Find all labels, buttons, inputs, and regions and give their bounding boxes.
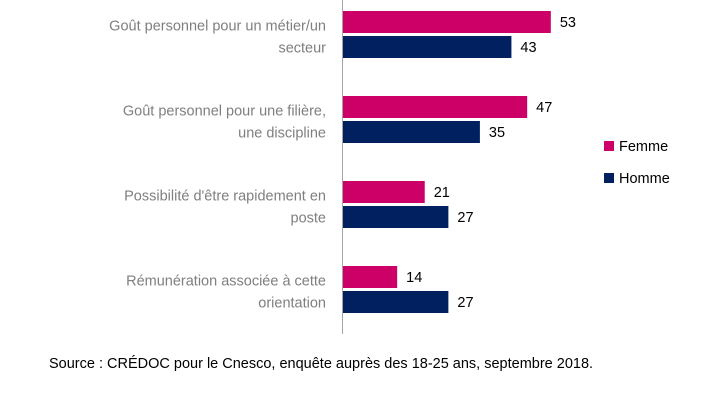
category-labels: Goût personnel pour un métier/un secteurG…: [109, 19, 326, 312]
category-label-line: une discipline: [238, 126, 326, 142]
data-label-femme-0: 53: [560, 15, 576, 31]
category-label-line: Rémunération associée à cette: [126, 274, 326, 290]
legend-swatch-femme: [604, 141, 614, 151]
category-label: Goût personnel pour une filière, une disc…: [123, 104, 326, 142]
category-label-line: orientation: [258, 296, 326, 312]
bars: [342, 11, 551, 313]
data-label-femme-2: 21: [434, 185, 450, 201]
bar-homme-2: [342, 206, 449, 228]
bar-chart: Goût personnel pour un métier/un secteurG…: [109, 0, 670, 334]
data-label-homme-0: 43: [520, 40, 536, 56]
category-label: Possibilité d'être rapidement en poste: [124, 189, 326, 227]
category-label-line: Goût personnel pour un métier/un: [109, 19, 326, 35]
data-label-homme-1: 35: [489, 125, 505, 141]
value-labels: 53 43 47 35 21 27 14 27: [406, 15, 576, 311]
category-label-line: Possibilité d'être rapidement en: [124, 189, 326, 205]
category-label-line: secteur: [278, 41, 326, 57]
bar-femme-2: [342, 181, 425, 203]
legend-label-homme: Homme: [619, 171, 670, 187]
category-label-line: Goût personnel pour une filière,: [123, 104, 326, 120]
category-label-line: poste: [291, 211, 326, 227]
data-label-homme-2: 27: [457, 210, 473, 226]
bar-homme-3: [342, 291, 449, 313]
data-label-homme-3: 27: [457, 295, 473, 311]
bar-femme-1: [342, 96, 528, 118]
bar-femme-3: [342, 266, 398, 288]
legend-label-femme: Femme: [619, 139, 668, 155]
bar-homme-0: [342, 36, 512, 58]
data-label-femme-1: 47: [536, 100, 552, 116]
legend-swatch-homme: [604, 173, 614, 183]
source-note: Source : CRÉDOC pour le Cnesco, enquête …: [49, 356, 594, 372]
legend: Femme Homme: [604, 139, 670, 187]
bar-homme-1: [342, 121, 480, 143]
data-label-femme-3: 14: [406, 270, 422, 286]
bar-femme-0: [342, 11, 551, 33]
category-label: Rémunération associée à cette orientation: [126, 274, 326, 312]
category-label: Goût personnel pour un métier/un secteur: [109, 19, 326, 57]
